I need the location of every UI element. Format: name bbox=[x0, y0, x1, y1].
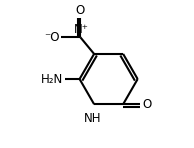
Text: H₂N: H₂N bbox=[41, 73, 63, 86]
Text: O: O bbox=[76, 4, 85, 17]
Text: NH: NH bbox=[84, 112, 101, 125]
Text: ⁻O: ⁻O bbox=[44, 31, 60, 44]
Text: N⁺: N⁺ bbox=[74, 24, 88, 36]
Text: O: O bbox=[142, 98, 152, 111]
